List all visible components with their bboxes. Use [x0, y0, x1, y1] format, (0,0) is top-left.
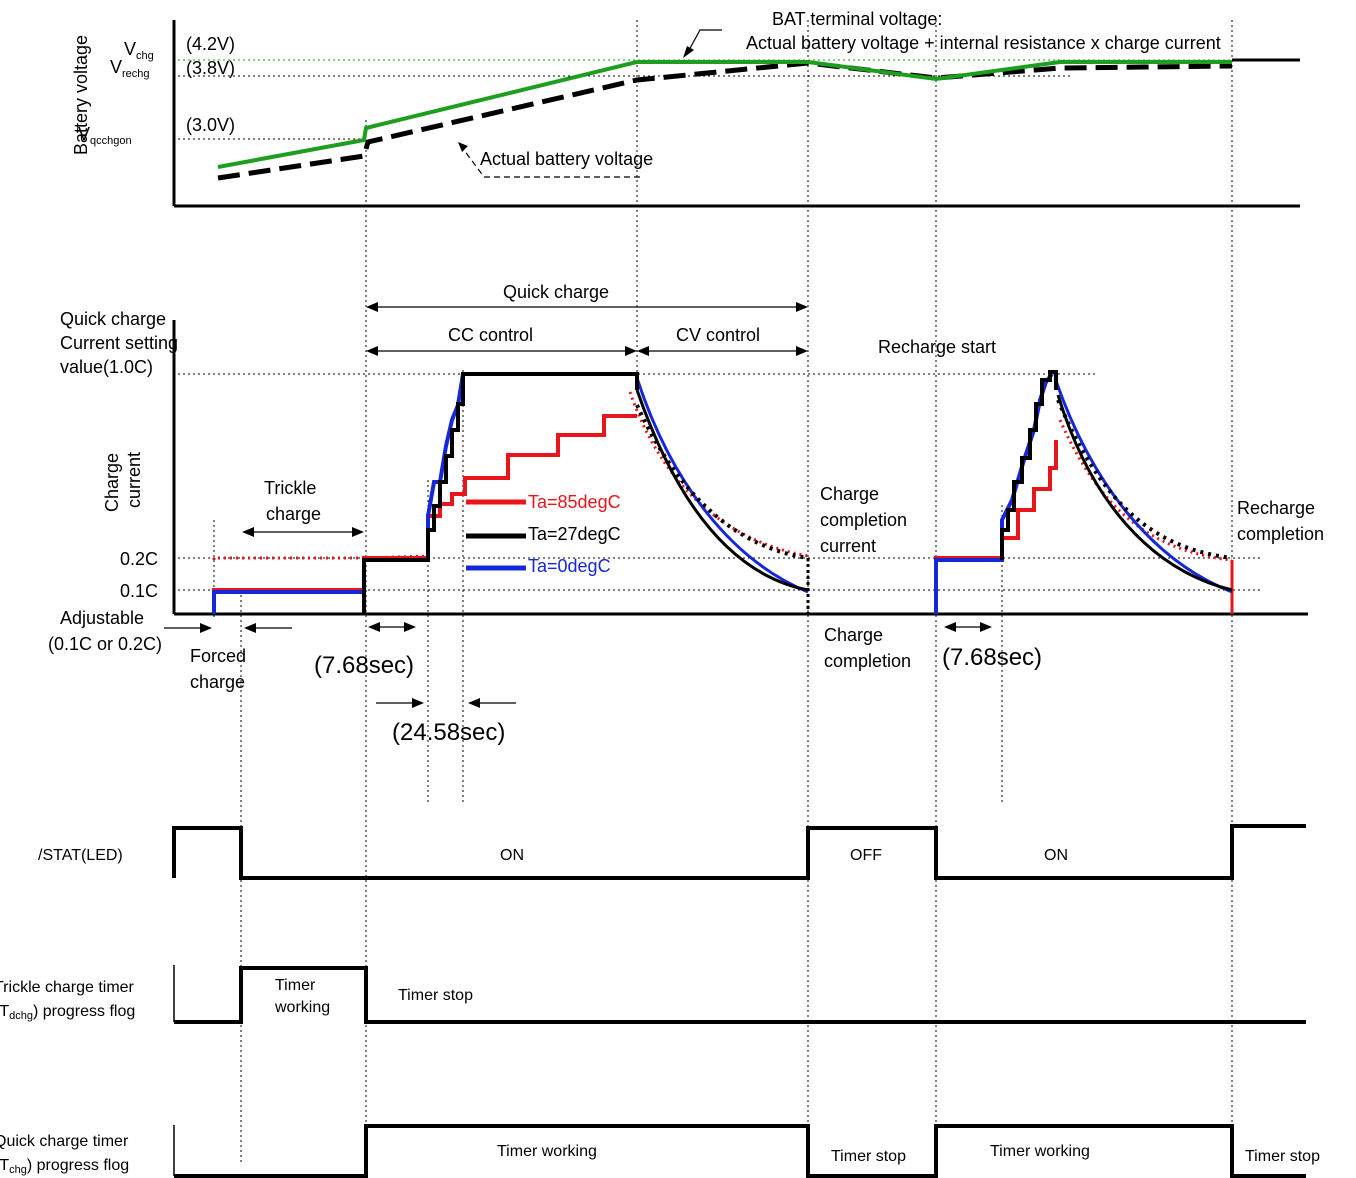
quick-charge-setting-label-2: Current setting — [60, 333, 178, 353]
curve-ta-85 — [212, 391, 1234, 614]
actual-battery-voltage-label: Actual battery voltage — [480, 149, 653, 169]
curve-ta-0 — [212, 372, 1233, 614]
quick-timer-label-2: (Tchg) progress flog — [0, 1157, 129, 1176]
cv-control-label: CV control — [676, 325, 760, 345]
y-label-0.1c: 0.1C — [120, 581, 158, 601]
trickle-label-2: charge — [266, 504, 321, 524]
quick-timer-working-2: Timer working — [990, 1143, 1090, 1160]
quick-charge-label: Quick charge — [503, 282, 609, 302]
trickle-timer-working-2: working — [274, 999, 330, 1016]
quick-timer-working-1: Timer working — [497, 1143, 597, 1160]
legend: Ta=85degC Ta=27degC Ta=0degC — [466, 492, 621, 576]
bat-terminal-voltage-line — [217, 60, 1232, 169]
charge-current-ylabel-1: Charge — [102, 453, 122, 512]
battery-voltage-chart: Battery voltage Vchg (4.2V) Vrechg (3.8V… — [71, 9, 1300, 208]
trickle-timer-signal: Trickle charge timer (Tdchg) progress fl… — [0, 965, 1306, 1024]
quick-timer-stop-2: Timer stop — [1245, 1148, 1320, 1165]
bat-terminal-label-1: BAT terminal voltage: — [772, 9, 942, 29]
adjustable-label-1: Adjustable — [60, 608, 144, 628]
quick-charge-setting-label-3: value(1.0C) — [60, 357, 153, 377]
vchg-value: (4.2V) — [186, 34, 235, 54]
legend-ta-0: Ta=0degC — [528, 556, 611, 576]
bat-terminal-label-2: Actual battery voltage + internal resist… — [746, 33, 1221, 53]
time-768-second: (7.68sec) — [942, 644, 1042, 671]
quick-timer-label-1: Quick charge timer — [0, 1133, 129, 1150]
vqcchgon-value: (3.0V) — [186, 115, 235, 135]
charge-completion-label-2: completion — [824, 651, 911, 671]
charge-current-ylabel-2: current — [124, 452, 144, 508]
vqcchgon-symbol: Vqcchgon — [78, 124, 132, 147]
forced-charge-label-2: charge — [190, 672, 245, 692]
quick-timer-stop-1: Timer stop — [831, 1148, 906, 1165]
forced-charge-label-1: Forced — [190, 646, 246, 666]
trickle-timer-working-1: Timer — [275, 977, 316, 994]
actual-battery-voltage-line — [217, 60, 1233, 181]
time-2458: (24.58sec) — [392, 719, 505, 746]
charge-current-chart: Charge current Quick charge Current sett… — [48, 282, 1324, 746]
stat-off: OFF — [850, 847, 882, 864]
y-label-0.2c: 0.2C — [120, 549, 158, 569]
trickle-timer-label-2: (Tdchg) progress flog — [0, 1003, 135, 1022]
charge-completion-current-2: completion — [820, 510, 907, 530]
stat-on-2: ON — [1044, 847, 1068, 864]
legend-ta-85: Ta=85degC — [528, 492, 621, 512]
vrechg-symbol: Vrechg — [110, 57, 150, 80]
vchg-symbol: Vchg — [124, 39, 154, 62]
trickle-timer-stop: Timer stop — [398, 987, 473, 1004]
charge-completion-current-3: current — [820, 536, 876, 556]
stat-on-1: ON — [500, 847, 524, 864]
recharge-completion-2: completion — [1237, 524, 1324, 544]
legend-ta-27: Ta=27degC — [528, 524, 621, 544]
recharge-completion-1: Recharge — [1237, 498, 1315, 518]
cc-control-label: CC control — [448, 325, 533, 345]
trickle-label-1: Trickle — [264, 478, 316, 498]
adjustable-label-2: (0.1C or 0.2C) — [48, 634, 162, 654]
stat-led-signal: /STAT(LED) ON OFF ON — [38, 824, 1306, 880]
trickle-timer-label-1: Trickle charge timer — [0, 979, 135, 996]
charge-completion-label-1: Charge — [824, 625, 883, 645]
quick-charge-setting-label-1: Quick charge — [60, 309, 166, 329]
charge-completion-current-1: Charge — [820, 484, 879, 504]
recharge-start-label: Recharge start — [878, 337, 996, 357]
battery-voltage-ylabel: Battery voltage — [71, 35, 91, 155]
curve-ta-27 — [362, 370, 1233, 614]
time-768-first: (7.68sec) — [314, 652, 414, 679]
vrechg-value: (3.8V) — [186, 58, 235, 78]
stat-led-label: /STAT(LED) — [38, 847, 123, 864]
quick-timer-signal: Quick charge timer (Tchg) progress flog … — [0, 1124, 1320, 1178]
